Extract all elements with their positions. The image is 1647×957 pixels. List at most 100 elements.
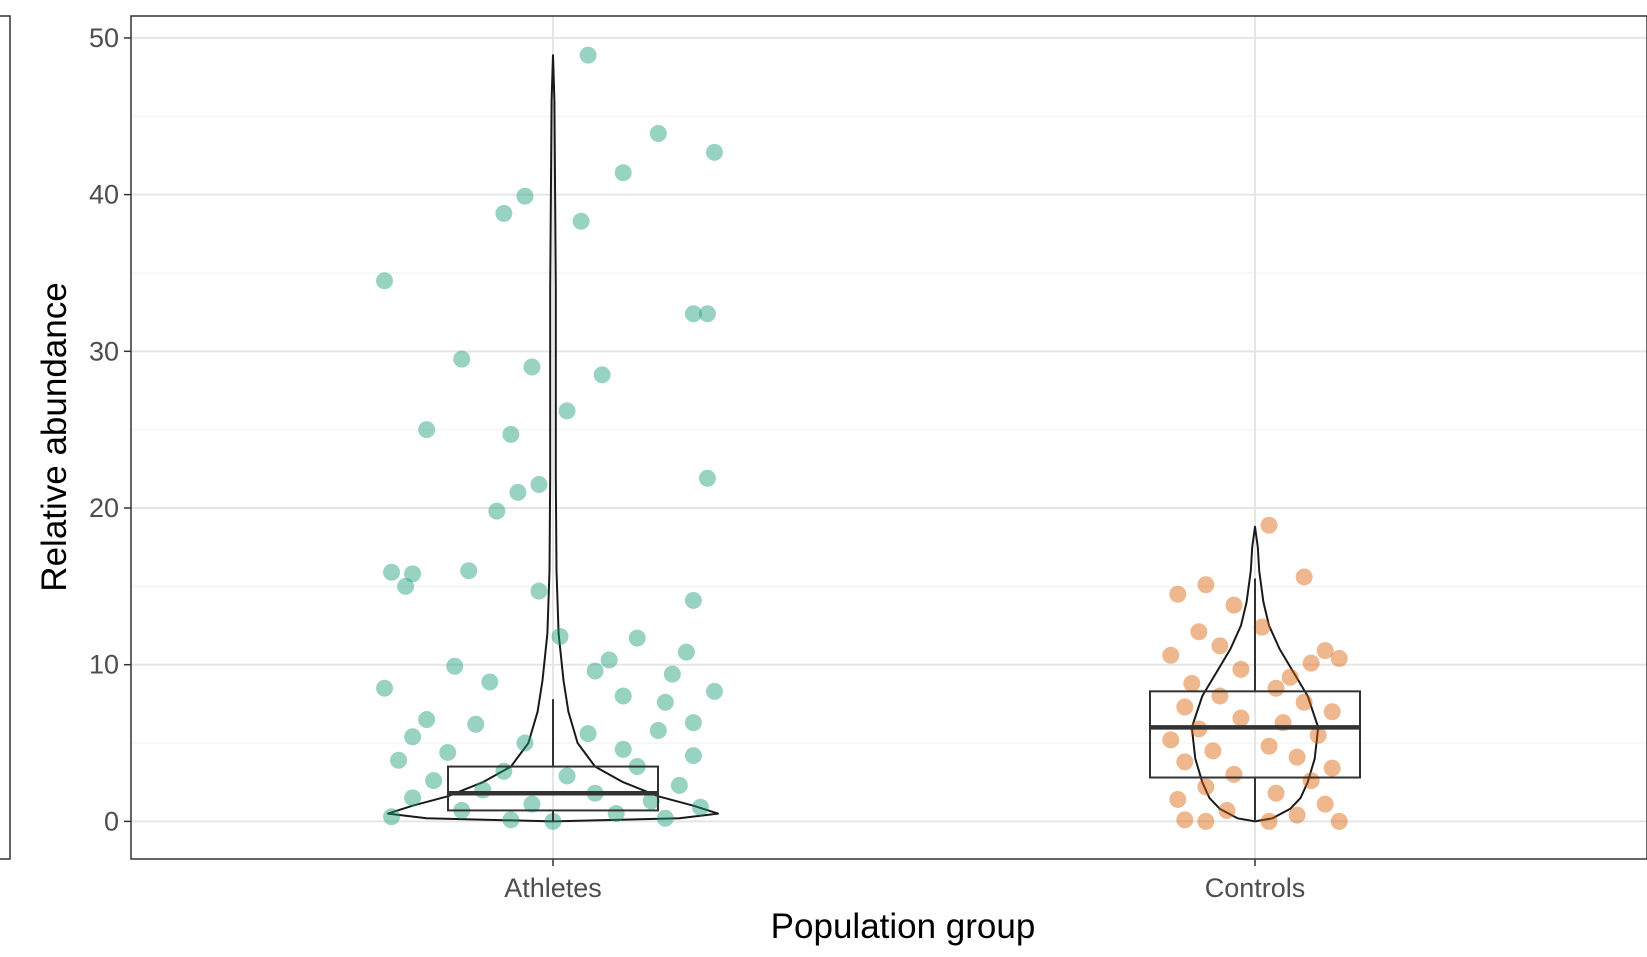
point-athletes bbox=[383, 808, 401, 826]
point-controls bbox=[1323, 703, 1341, 721]
point-controls bbox=[1302, 772, 1320, 790]
point-athletes bbox=[530, 476, 548, 494]
point-controls bbox=[1162, 646, 1180, 664]
point-controls bbox=[1197, 778, 1215, 796]
point-athletes bbox=[516, 734, 534, 752]
point-athletes bbox=[684, 305, 702, 323]
point-athletes bbox=[614, 687, 632, 705]
point-athletes bbox=[684, 747, 702, 765]
point-athletes bbox=[460, 562, 478, 580]
point-controls bbox=[1176, 753, 1194, 771]
point-athletes bbox=[684, 714, 702, 732]
point-athletes bbox=[502, 425, 520, 443]
y-axis-title: Relative abundance bbox=[35, 282, 74, 591]
point-controls bbox=[1225, 596, 1243, 614]
point-athletes bbox=[663, 665, 681, 683]
point-athletes bbox=[614, 740, 632, 758]
point-athletes bbox=[404, 789, 422, 807]
point-controls bbox=[1211, 687, 1229, 705]
gridlines bbox=[131, 16, 1647, 859]
point-controls bbox=[1260, 516, 1278, 534]
point-controls bbox=[1218, 801, 1236, 819]
point-athletes bbox=[579, 725, 597, 743]
point-athletes bbox=[670, 776, 688, 794]
point-controls bbox=[1288, 806, 1306, 824]
point-controls bbox=[1204, 742, 1222, 760]
point-controls bbox=[1323, 759, 1341, 777]
point-athletes bbox=[684, 591, 702, 609]
point-athletes bbox=[677, 643, 695, 661]
point-athletes bbox=[397, 577, 415, 595]
point-athletes bbox=[614, 164, 632, 182]
y-tick-label: 30 bbox=[89, 336, 119, 366]
point-controls bbox=[1176, 811, 1194, 829]
point-athletes bbox=[705, 682, 723, 700]
point-controls bbox=[1211, 637, 1229, 655]
point-athletes bbox=[418, 421, 436, 439]
point-athletes bbox=[383, 563, 401, 581]
point-athletes bbox=[649, 125, 667, 143]
point-athletes bbox=[509, 483, 527, 501]
point-controls bbox=[1302, 654, 1320, 672]
point-athletes bbox=[404, 728, 422, 746]
point-controls bbox=[1316, 795, 1334, 813]
point-athletes bbox=[495, 762, 513, 780]
point-athletes bbox=[488, 502, 506, 520]
point-controls bbox=[1281, 668, 1299, 686]
x-tick-label: Athletes bbox=[504, 873, 602, 903]
point-controls bbox=[1197, 812, 1215, 830]
point-athletes bbox=[530, 582, 548, 600]
point-athletes bbox=[474, 781, 492, 799]
adjacent-panel-edge bbox=[0, 15, 11, 860]
y-tick-label: 0 bbox=[104, 806, 119, 836]
x-axis: Athletes Controls bbox=[504, 859, 1305, 903]
y-tick-label: 40 bbox=[89, 180, 119, 210]
point-controls bbox=[1267, 784, 1285, 802]
point-athletes bbox=[446, 657, 464, 675]
point-athletes bbox=[705, 143, 723, 161]
x-tick-label: Controls bbox=[1205, 873, 1306, 903]
point-athletes bbox=[390, 751, 408, 769]
point-athletes bbox=[425, 772, 443, 790]
data-points bbox=[376, 46, 1348, 830]
point-athletes bbox=[656, 693, 674, 711]
point-controls bbox=[1330, 649, 1348, 667]
point-controls bbox=[1295, 568, 1313, 586]
point-athletes bbox=[404, 565, 422, 583]
point-controls bbox=[1253, 618, 1271, 636]
violin-athletes bbox=[387, 54, 719, 823]
point-controls bbox=[1232, 709, 1250, 727]
point-controls bbox=[1260, 812, 1278, 830]
boxplots bbox=[447, 578, 1361, 822]
point-athletes bbox=[656, 809, 674, 827]
y-tick-label: 20 bbox=[89, 493, 119, 523]
y-tick-label: 10 bbox=[89, 650, 119, 680]
point-athletes bbox=[607, 805, 625, 823]
point-controls bbox=[1288, 748, 1306, 766]
point-controls bbox=[1295, 693, 1313, 711]
point-controls bbox=[1197, 576, 1215, 594]
point-athletes bbox=[691, 798, 709, 816]
point-athletes bbox=[586, 662, 604, 680]
point-athletes bbox=[698, 469, 716, 487]
point-athletes bbox=[516, 187, 534, 205]
plot-panel-border bbox=[130, 15, 1647, 860]
point-controls bbox=[1169, 790, 1187, 808]
point-athletes bbox=[523, 795, 541, 813]
point-controls bbox=[1330, 812, 1348, 830]
point-athletes bbox=[523, 358, 541, 376]
box-athletes bbox=[447, 765, 659, 812]
point-athletes bbox=[698, 305, 716, 323]
point-athletes bbox=[495, 204, 513, 222]
point-athletes bbox=[572, 212, 590, 230]
violin-controls bbox=[1190, 525, 1320, 823]
point-athletes bbox=[600, 651, 618, 669]
point-controls bbox=[1309, 726, 1327, 744]
violins bbox=[387, 54, 1320, 823]
point-controls bbox=[1176, 698, 1194, 716]
x-axis-title: Population group bbox=[771, 907, 1036, 946]
point-athletes bbox=[642, 792, 660, 810]
point-athletes bbox=[502, 811, 520, 829]
